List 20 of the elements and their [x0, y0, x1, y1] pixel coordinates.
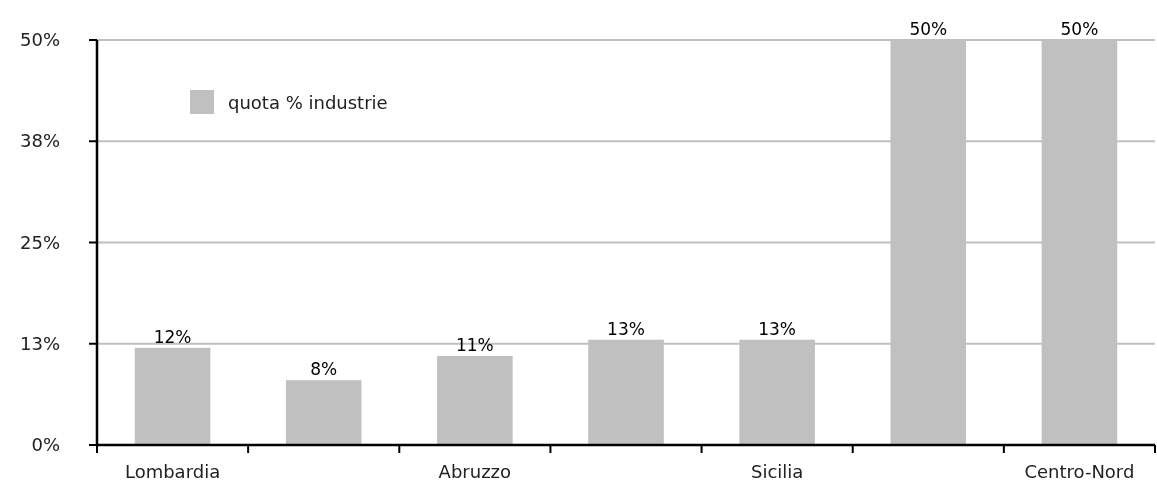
- x-tick-label: Sicilia: [750, 461, 804, 482]
- data-label: 11%: [455, 334, 494, 355]
- y-tick-label: 50%: [19, 29, 60, 50]
- bar: [285, 380, 362, 445]
- x-tick-label: Lombardia: [124, 461, 221, 482]
- data-label: 13%: [758, 318, 797, 339]
- y-tick-label: 13%: [19, 332, 60, 354]
- legend-label: quota % industrie: [228, 92, 388, 113]
- x-tick-label: Abruzzo: [438, 461, 512, 482]
- y-tick-label: 25%: [19, 231, 60, 253]
- bar: [437, 355, 513, 445]
- data-label: 13%: [607, 318, 645, 339]
- y-tick-label: 38%: [19, 130, 60, 152]
- y-tick-label: 0%: [31, 434, 60, 455]
- bar: [134, 347, 211, 445]
- x-tick-label: Centro-Nord: [1024, 461, 1135, 482]
- data-label: 50%: [909, 19, 948, 39]
- data-label: 50%: [1060, 19, 1099, 39]
- data-label: 8%: [310, 359, 338, 380]
- data-label: 12%: [153, 326, 192, 347]
